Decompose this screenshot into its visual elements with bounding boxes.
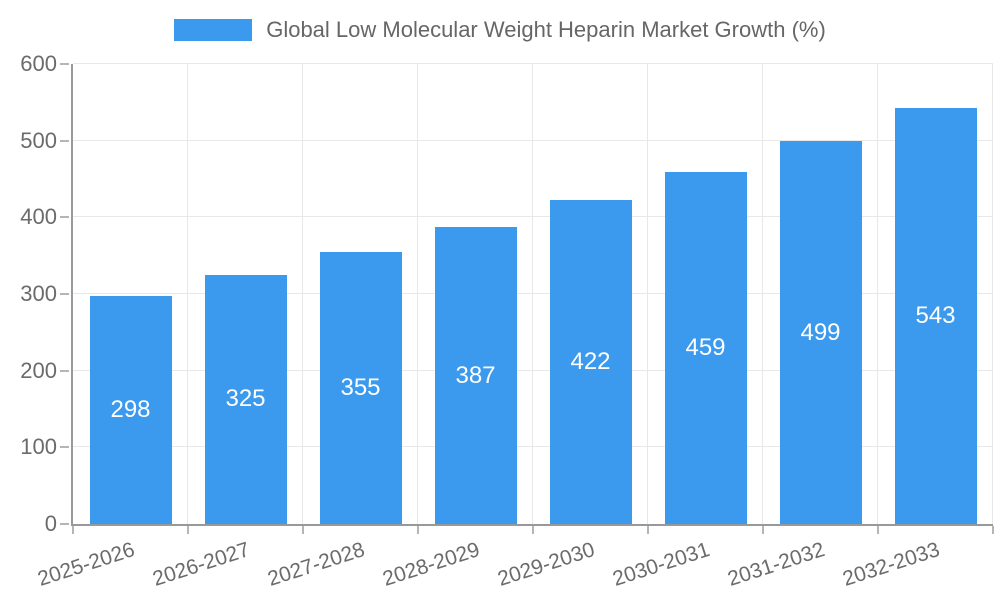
bar-value-label: 422 (570, 348, 611, 376)
legend-item[interactable]: Global Low Molecular Weight Heparin Mark… (0, 17, 1000, 43)
x-gridline (187, 64, 188, 524)
x-tick-label: 2032-2033 (839, 538, 943, 591)
y-tick-mark (60, 293, 69, 295)
y-tick-mark (60, 446, 69, 449)
x-gridline (302, 64, 303, 524)
x-tick-label: 2026-2027 (149, 538, 253, 591)
y-tick-label: 500 (20, 127, 57, 153)
x-tick-label: 2027-2028 (264, 538, 368, 591)
x-gridline (877, 64, 878, 524)
bar-value-label: 387 (455, 361, 496, 389)
bar-2028-2029: 387 (434, 227, 517, 524)
x-tick-label: 2030-2031 (609, 538, 713, 591)
x-tick-mark (647, 526, 649, 534)
x-gridline (532, 64, 533, 524)
y-gridline (73, 216, 993, 218)
y-tick-label: 300 (20, 281, 57, 306)
x-tick-mark (302, 526, 304, 534)
x-tick-label: 2029-2030 (494, 538, 598, 591)
x-tick-mark (992, 526, 994, 534)
bar-2025-2026: 298 (89, 295, 172, 524)
bar-value-label: 459 (685, 334, 726, 362)
y-tick-label: 0 (44, 511, 57, 536)
y-tick-label: 600 (20, 51, 57, 76)
bar-2031-2032: 499 (779, 141, 862, 524)
x-tick-mark (72, 526, 74, 534)
x-tick-mark (877, 526, 879, 534)
y-gridline (73, 63, 993, 64)
bar-2026-2027: 325 (204, 274, 287, 524)
y-gridline (73, 369, 993, 371)
y-gridline (73, 446, 993, 448)
x-gridline (647, 64, 648, 524)
x-tick-label: 2025-2026 (34, 538, 138, 591)
legend-swatch (174, 19, 253, 41)
bar-value-label: 355 (340, 373, 381, 401)
y-tick-label: 200 (20, 357, 57, 383)
y-tick-mark (60, 369, 69, 372)
y-tick-label: 400 (20, 204, 57, 230)
y-tick-label: 100 (20, 434, 57, 460)
bar-2027-2028: 355 (319, 251, 402, 524)
bar-2030-2031: 459 (664, 172, 747, 524)
y-gridline (73, 139, 993, 141)
bar-2032-2033: 543 (894, 107, 977, 524)
bar-2029-2030: 422 (549, 200, 632, 524)
x-tick-mark (532, 526, 534, 534)
y-tick-mark (60, 63, 69, 65)
x-tick-mark (762, 526, 764, 534)
x-tick-label: 2031-2032 (724, 538, 828, 591)
x-gridline (992, 64, 993, 524)
y-tick-mark (60, 139, 69, 142)
bar-value-label: 325 (225, 385, 266, 413)
x-tick-mark (187, 526, 189, 534)
bar-value-label: 499 (800, 318, 841, 346)
x-gridline (417, 64, 418, 524)
y-tick-mark (60, 523, 69, 525)
bar-value-label: 298 (110, 395, 151, 423)
y-gridline (73, 293, 993, 294)
x-gridline (762, 64, 763, 524)
x-tick-mark (417, 526, 419, 534)
y-tick-mark (60, 216, 69, 219)
x-tick-label: 2028-2029 (379, 538, 483, 591)
plot-area: 0 100 200 300 400 500 600 298 2025-2026 325 2026-2… (20, 52, 994, 591)
legend-label: Global Low Molecular Weight Heparin Mark… (266, 17, 826, 42)
bar-value-label: 543 (915, 301, 956, 329)
